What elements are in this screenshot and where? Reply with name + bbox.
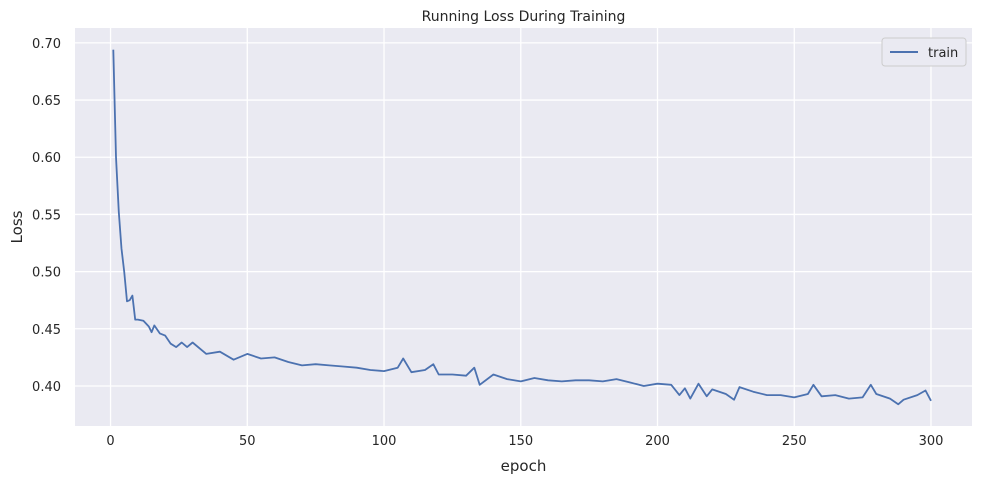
legend-box — [881, 37, 967, 67]
y-tick-label: 0.70 — [32, 37, 61, 52]
y-tick-label: 0.40 — [32, 380, 61, 395]
y-axis-label: Loss — [8, 210, 26, 243]
x-tick-label: 150 — [508, 434, 533, 449]
x-tick-label: 300 — [919, 434, 944, 449]
x-axis-label: epoch — [501, 457, 547, 475]
legend: train — [881, 37, 967, 67]
x-axis-ticks: 0 50 100 150 200 250 300 — [106, 434, 943, 449]
series-layer — [112, 49, 932, 406]
y-tick-label: 0.50 — [32, 266, 61, 281]
x-tick-label: 200 — [645, 434, 670, 449]
x-tick-label: 250 — [782, 434, 807, 449]
y-axis-ticks: 0.40 0.45 0.50 0.55 0.60 0.65 0.70 — [32, 37, 61, 395]
series-line-train — [112, 49, 932, 406]
y-tick-label: 0.55 — [32, 208, 61, 223]
x-tick-label: 100 — [372, 434, 397, 449]
y-tick-label: 0.60 — [32, 151, 61, 166]
x-tick-label: 0 — [106, 434, 114, 449]
y-tick-label: 0.45 — [32, 323, 61, 338]
y-tick-label: 0.65 — [32, 94, 61, 109]
plot-area — [75, 28, 972, 426]
chart-title: Running Loss During Training — [422, 9, 626, 25]
x-tick-label: 50 — [239, 434, 256, 449]
legend-entry-train: train — [928, 46, 958, 61]
gridlines — [75, 28, 972, 426]
